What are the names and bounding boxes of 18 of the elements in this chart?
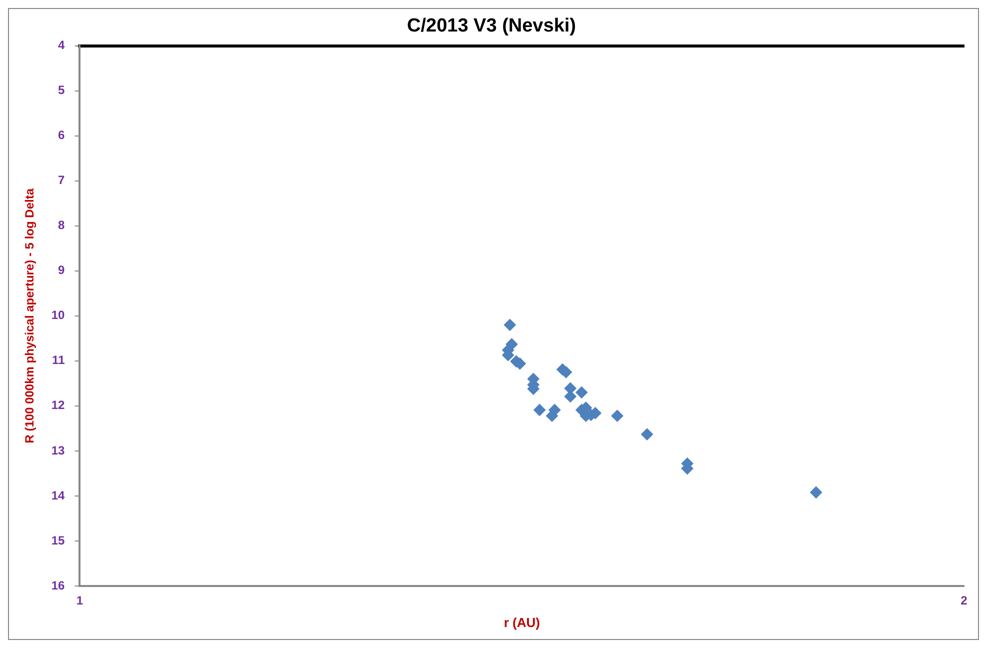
y-tick-label: 11 (52, 353, 66, 368)
y-tick-label: 14 (51, 488, 66, 502)
y-tick-label: 13 (51, 443, 66, 458)
y-tick-label: 9 (58, 263, 66, 278)
x-tick-label: 2 (960, 594, 968, 608)
y-tick-label: 16 (51, 578, 66, 592)
y-tick-label: 4 (58, 38, 66, 52)
x-axis-title: r (AU) (504, 614, 540, 630)
y-tick-label: 12 (51, 398, 66, 412)
chart-title: C/2013 V3 (Nevski) (407, 16, 576, 37)
x-tick-label: 1 (76, 594, 84, 608)
y-tick-label: 8 (58, 218, 66, 232)
y-tick-label: 6 (58, 128, 66, 142)
y-tick-label: 7 (58, 173, 66, 188)
y-axis-title: R (100 000km physical aperture) - 5 log Delta (22, 188, 37, 444)
y-tick-label: 10 (51, 308, 66, 322)
y-tick-label: 15 (51, 533, 66, 548)
y-tick-label: 5 (58, 83, 66, 98)
